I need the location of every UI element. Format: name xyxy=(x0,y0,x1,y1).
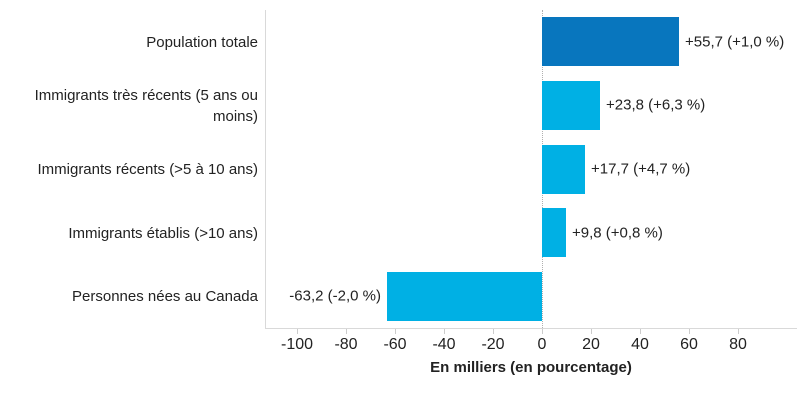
category-label-2: Immigrants récents (>5 à 10 ans) xyxy=(37,160,258,178)
x-axis-line xyxy=(265,328,797,329)
x-tick-label-7: 40 xyxy=(631,336,649,353)
bar-4[interactable] xyxy=(387,272,542,321)
bar-1[interactable] xyxy=(542,81,600,130)
x-tick-label-5: 0 xyxy=(537,336,547,353)
x-tick-mark-3 xyxy=(444,329,445,334)
value-label-4: -63,2 (-2,0 %) xyxy=(289,287,381,305)
x-tick-label-9: 80 xyxy=(729,336,747,353)
x-tick-label-3: -40 xyxy=(432,336,456,353)
bar-3[interactable] xyxy=(542,208,566,257)
x-tick-label-4: -20 xyxy=(481,336,505,353)
category-label-0: Population totale xyxy=(146,33,258,51)
y-axis-line xyxy=(265,10,266,328)
x-tick-mark-7 xyxy=(640,329,641,334)
bar-0[interactable] xyxy=(542,17,679,66)
x-tick-label-8: 60 xyxy=(680,336,698,353)
x-tick-mark-4 xyxy=(493,329,494,334)
x-tick-mark-1 xyxy=(346,329,347,334)
x-tick-mark-0 xyxy=(297,329,298,334)
category-label-4: Personnes nées au Canada xyxy=(72,287,258,305)
x-tick-label-2: -60 xyxy=(383,336,407,353)
value-label-3: +9,8 (+0,8 %) xyxy=(572,224,663,242)
x-axis-title: En milliers (en pourcentage) xyxy=(430,359,632,376)
x-tick-mark-2 xyxy=(395,329,396,334)
x-tick-mark-5 xyxy=(542,329,543,334)
bar-2[interactable] xyxy=(542,145,585,194)
x-tick-mark-8 xyxy=(689,329,690,334)
x-tick-mark-9 xyxy=(738,329,739,334)
x-tick-label-1: -80 xyxy=(334,336,358,353)
category-label-3: Immigrants établis (>10 ans) xyxy=(68,224,258,242)
value-label-0: +55,7 (+1,0 %) xyxy=(685,33,785,51)
x-tick-mark-6 xyxy=(591,329,592,334)
category-label-1: Immigrants très récents (5 ans ou moins) xyxy=(34,87,258,125)
value-label-2: +17,7 (+4,7 %) xyxy=(591,160,691,178)
value-label-1: +23,8 (+6,3 %) xyxy=(606,96,706,114)
x-tick-label-6: 20 xyxy=(582,336,600,353)
x-tick-label-0: -100 xyxy=(280,336,314,353)
